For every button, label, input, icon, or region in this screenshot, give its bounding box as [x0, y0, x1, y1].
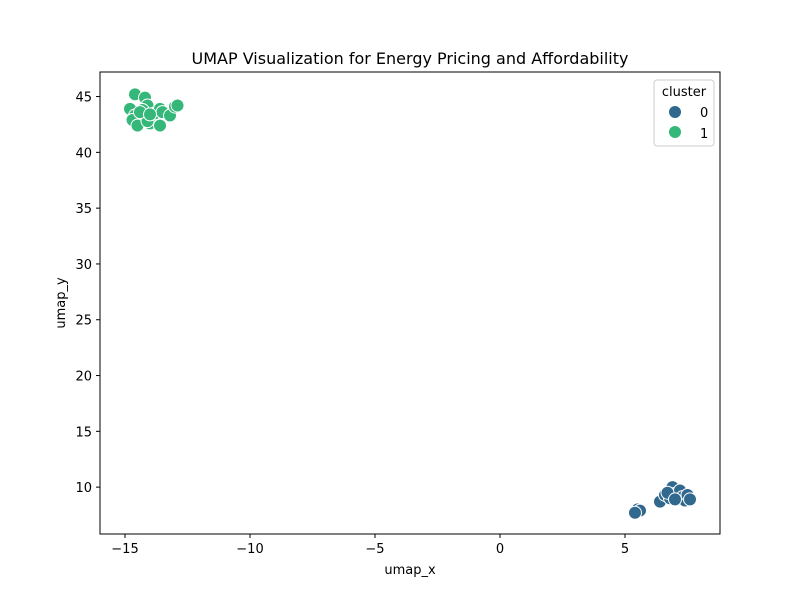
legend-label-cluster-1: 1: [700, 127, 708, 142]
y-axis-label: umap_y: [54, 277, 69, 329]
chart-title: UMAP Visualization for Energy Pricing an…: [192, 49, 629, 68]
axis-ticks: −15 −10 −5 0 5 10 15 20 25 30 35 40 45: [75, 91, 629, 557]
y-tick-label: 30: [75, 258, 92, 273]
x-tick-label: 0: [496, 542, 504, 557]
data-point-cluster-0: [683, 492, 697, 507]
axes-frame: [99, 71, 721, 535]
legend-title: cluster: [662, 85, 707, 100]
legend-label-cluster-0: 0: [700, 106, 708, 121]
x-axis-label: umap_x: [384, 563, 436, 578]
y-tick-label: 10: [75, 481, 92, 496]
x-tick-label: −15: [111, 542, 138, 557]
data-points: [123, 87, 697, 520]
y-tick-label: 40: [75, 146, 92, 161]
data-point-cluster-1: [170, 98, 185, 113]
legend-marker-cluster-1: [668, 125, 682, 139]
y-tick-label: 20: [75, 370, 92, 385]
y-tick-label: 35: [75, 202, 92, 217]
data-point-cluster-1: [153, 118, 167, 133]
data-point-cluster-1: [143, 107, 157, 122]
legend: cluster 0 1: [653, 79, 715, 147]
x-tick-label: 5: [621, 542, 629, 557]
data-point-cluster-0: [628, 505, 642, 520]
x-tick-label: −10: [236, 542, 263, 557]
y-tick-label: 45: [75, 91, 92, 106]
y-tick-label: 15: [75, 425, 92, 440]
data-point-cluster-0: [668, 492, 682, 507]
x-tick-label: −5: [365, 542, 384, 557]
legend-marker-cluster-0: [668, 105, 682, 119]
y-tick-label: 25: [75, 314, 92, 329]
